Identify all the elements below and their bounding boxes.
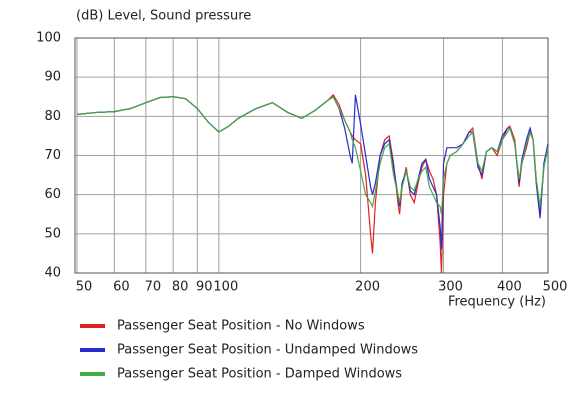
x-tick-label: 80 [172,280,189,295]
legend-label: Passenger Seat Position - Damped Windows [117,367,402,382]
x-axis-title: Frequency (Hz) [448,295,546,310]
y-axis-title: (dB) Level, Sound pressure [76,9,251,24]
y-tick-label: 50 [44,226,61,241]
y-tick-label: 40 [44,266,61,281]
y-tick-label: 60 [44,187,61,202]
x-tick-label: 70 [145,280,162,295]
x-tick-label: 500 [543,280,568,295]
x-tick-label: 90 [196,280,213,295]
legend-label: Passenger Seat Position - Undamped Windo… [117,343,418,358]
y-tick-label: 90 [44,70,61,85]
x-tick-label: 60 [113,280,130,295]
x-tick-label: 400 [497,280,522,295]
plot-frame [74,37,549,274]
y-tick-label: 100 [36,31,61,46]
series-line [76,93,549,274]
legend-label: Passenger Seat Position - No Windows [117,319,365,334]
x-tick-label: 100 [213,280,238,295]
y-tick-label: 80 [44,109,61,124]
x-tick-label: 50 [76,280,93,295]
series-line [76,94,549,250]
x-tick-label: 200 [355,280,380,295]
series-line [76,95,549,215]
y-tick-label: 70 [44,148,61,163]
x-tick-label: 300 [438,280,463,295]
